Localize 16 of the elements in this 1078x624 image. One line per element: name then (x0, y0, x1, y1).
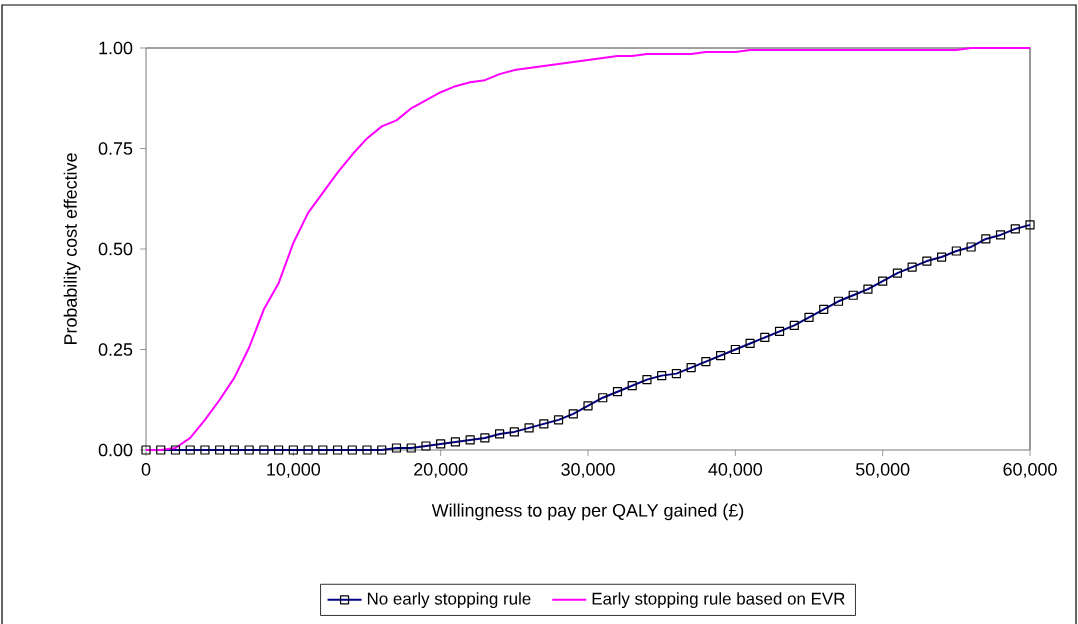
y-axis-title: Probability cost effective (63, 153, 81, 345)
x-tick-label: 50,000 (855, 463, 910, 478)
x-tick-label: 0 (141, 463, 151, 476)
y-tick-label: 0.25 (98, 343, 133, 356)
x-axis-title: Willingness to pay per QALY gained (£) (431, 503, 744, 521)
y-tick-label: 0.75 (98, 142, 133, 155)
x-tick-label: 60,000 (1003, 463, 1057, 478)
x-tick-label: 40,000 (708, 463, 763, 478)
legend-label: Early stopping rule based on EVR (592, 592, 845, 609)
x-tick-label: 10,000 (267, 463, 321, 478)
legend-label: No early stopping rule (367, 592, 531, 609)
y-tick-label: 0.50 (98, 242, 133, 256)
y-tick-label: 0.00 (98, 443, 133, 457)
x-tick-label: 20,000 (414, 463, 468, 478)
y-tick-label: 1.00 (99, 41, 133, 55)
x-tick-label: 30,000 (561, 463, 615, 478)
